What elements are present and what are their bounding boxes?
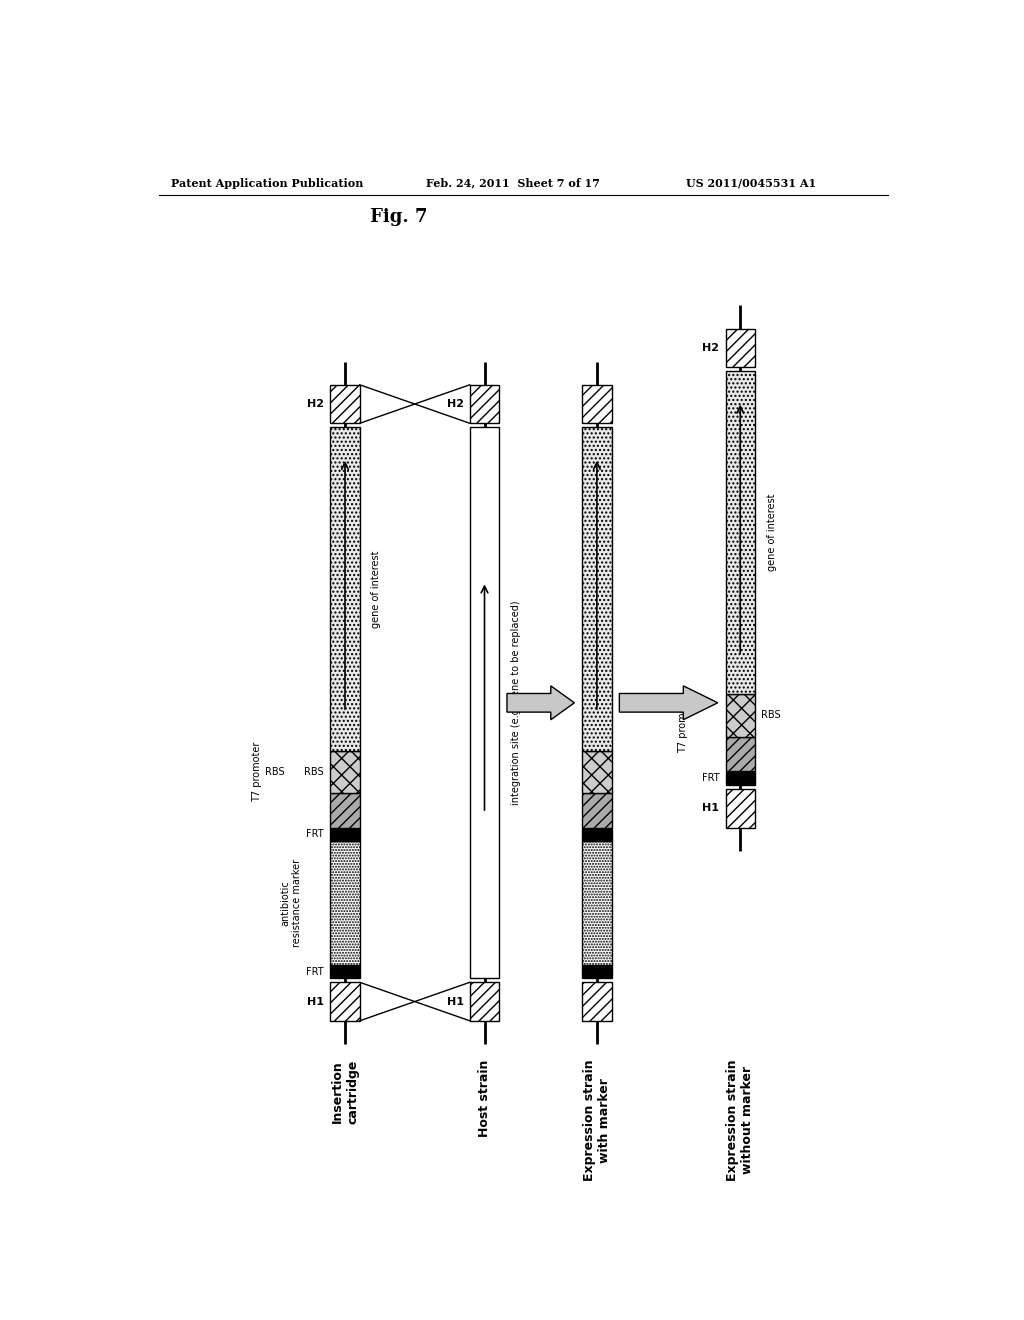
Text: Expression strain
with marker: Expression strain with marker xyxy=(583,1059,611,1181)
Bar xyxy=(331,793,359,828)
Bar xyxy=(583,841,611,965)
Text: H1: H1 xyxy=(446,997,464,1007)
Text: Fig. 7: Fig. 7 xyxy=(371,209,428,227)
Text: gene of interest: gene of interest xyxy=(372,550,381,627)
Text: H1: H1 xyxy=(702,804,719,813)
Text: H2: H2 xyxy=(307,399,324,409)
Text: RBS: RBS xyxy=(264,767,285,776)
Text: US 2011/0045531 A1: US 2011/0045531 A1 xyxy=(686,178,816,189)
Text: T7 promoter: T7 promoter xyxy=(252,742,262,801)
Text: antibiotic
resistance marker: antibiotic resistance marker xyxy=(281,859,302,946)
Text: H2: H2 xyxy=(446,399,464,409)
Bar xyxy=(331,841,359,965)
Bar xyxy=(583,428,611,751)
Text: RBS: RBS xyxy=(761,710,780,721)
Bar xyxy=(726,694,755,737)
Bar xyxy=(331,385,359,424)
Bar xyxy=(331,428,359,751)
Text: Patent Application Publication: Patent Application Publication xyxy=(171,178,362,189)
Text: RBS: RBS xyxy=(304,767,324,776)
Text: gene of interest: gene of interest xyxy=(767,494,776,572)
Text: H2: H2 xyxy=(702,343,719,352)
Text: FRT: FRT xyxy=(306,829,324,840)
Bar xyxy=(470,982,500,1020)
Bar xyxy=(726,789,755,828)
Polygon shape xyxy=(620,686,718,719)
Bar xyxy=(470,428,500,978)
Bar xyxy=(331,965,359,978)
Bar xyxy=(726,771,755,785)
Text: FRT: FRT xyxy=(306,966,324,977)
Polygon shape xyxy=(507,686,574,719)
Bar xyxy=(583,385,611,424)
Bar xyxy=(583,965,611,978)
Bar xyxy=(726,329,755,367)
Bar xyxy=(583,793,611,828)
Bar xyxy=(331,982,359,1020)
Bar xyxy=(331,828,359,841)
Bar xyxy=(583,982,611,1020)
Bar xyxy=(331,751,359,793)
Text: H1: H1 xyxy=(307,997,324,1007)
Text: Feb. 24, 2011  Sheet 7 of 17: Feb. 24, 2011 Sheet 7 of 17 xyxy=(426,178,600,189)
Bar xyxy=(470,385,500,424)
Bar xyxy=(583,751,611,793)
Bar xyxy=(726,371,755,694)
Text: integration site (e.g. gene to be replaced): integration site (e.g. gene to be replac… xyxy=(511,601,521,805)
Text: T7 promoter: T7 promoter xyxy=(678,693,688,754)
Text: Expression strain
without marker: Expression strain without marker xyxy=(726,1059,755,1181)
Bar xyxy=(726,737,755,771)
Text: Host strain: Host strain xyxy=(478,1059,490,1137)
Text: Insertion
cartridge: Insertion cartridge xyxy=(331,1059,359,1123)
Text: FRT: FRT xyxy=(701,774,719,783)
Bar xyxy=(583,828,611,841)
